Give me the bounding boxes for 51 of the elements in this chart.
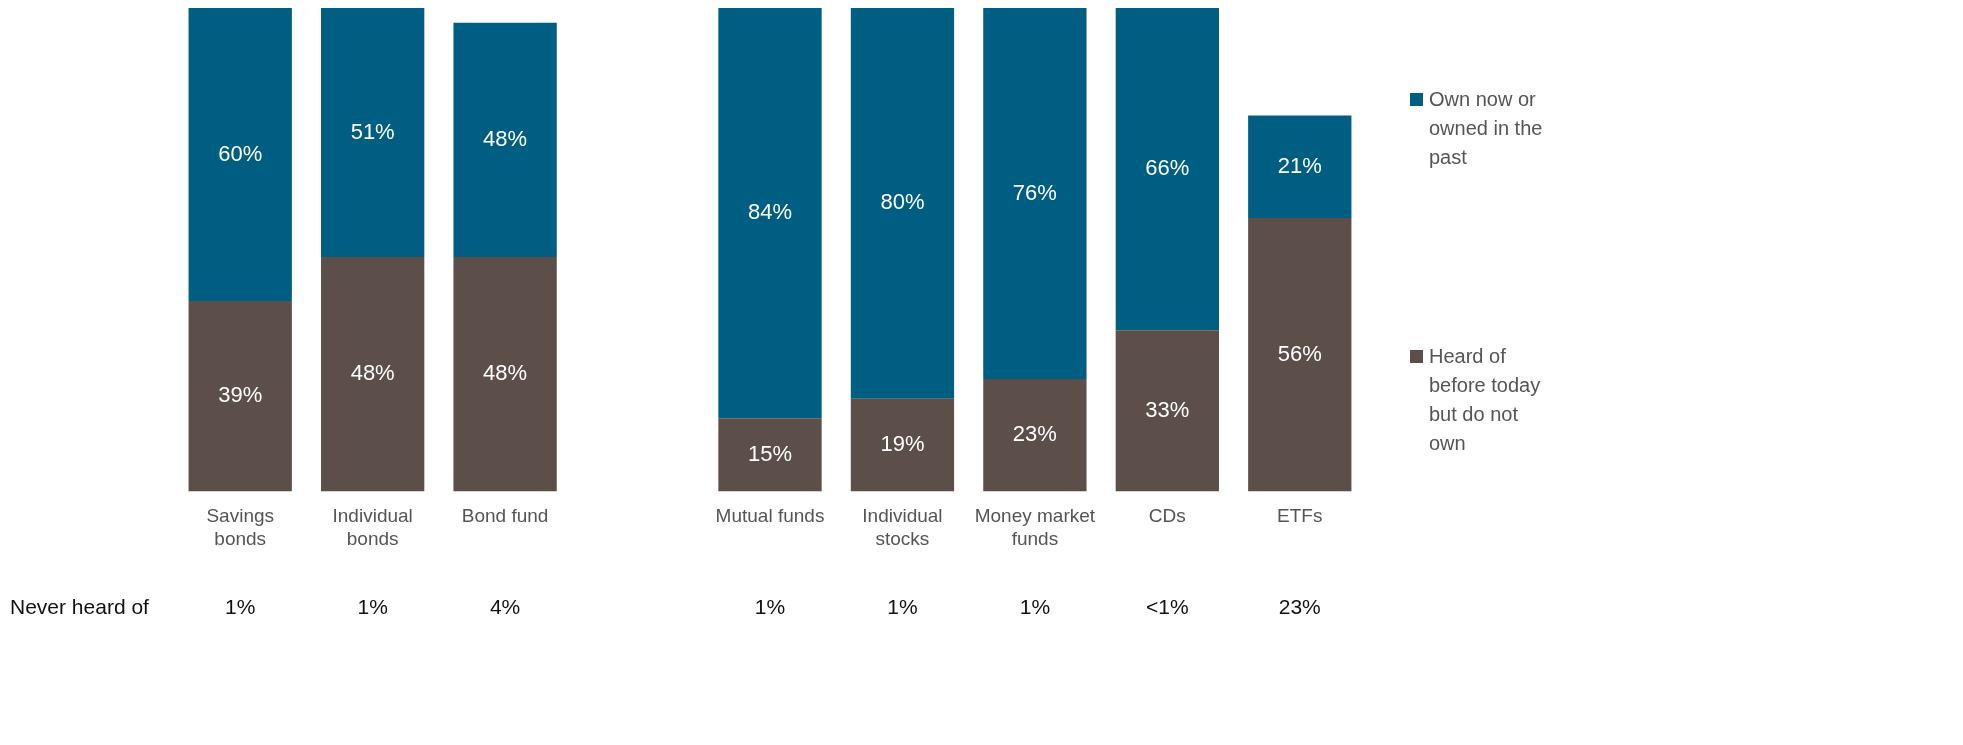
x-tick-label: Money market funds: [974, 505, 1096, 549]
bar: [1248, 115, 1352, 218]
bar: [1115, 330, 1219, 492]
text: 23%: [1278, 594, 1321, 618]
bar: [321, 257, 425, 492]
legend-label: Own now or owned in the past: [1429, 87, 1544, 170]
text: 1%: [754, 594, 786, 618]
bar: [453, 257, 557, 492]
x-tick-label: Bond fund: [461, 505, 549, 527]
x-tick-label: Mutual funds: [715, 505, 825, 527]
x-tick-label: Savings bonds: [206, 505, 275, 549]
text: Never heard of: [10, 594, 150, 618]
data-label: 33%: [1145, 396, 1190, 422]
data-label: 84%: [747, 199, 793, 225]
data-label: 48%: [350, 360, 395, 386]
data-label: 76%: [1012, 179, 1057, 205]
data-label: 80%: [880, 189, 925, 215]
x-tick-label: CDs: [1148, 505, 1186, 527]
data-label: 15%: [747, 440, 793, 466]
legend-label: Heard of before today but do not own: [1429, 344, 1542, 456]
bar: [188, 8, 292, 301]
bar: [188, 300, 292, 492]
data-label: 60%: [218, 140, 263, 166]
bar: [983, 8, 1087, 380]
bar: [321, 8, 425, 258]
data-label: 51%: [350, 118, 395, 144]
text: 1%: [1019, 594, 1051, 618]
text: 1%: [887, 594, 918, 618]
data-label: 56%: [1277, 340, 1322, 366]
x-tick-label: Individual bonds: [332, 505, 413, 549]
x-tick-label: Individual stocks: [862, 505, 943, 549]
x-tick-label: ETFs: [1277, 505, 1323, 527]
data-label: 66%: [1145, 155, 1190, 181]
text: 1%: [225, 594, 256, 618]
data-label: 48%: [483, 125, 528, 151]
text: 4%: [489, 594, 521, 618]
data-label: 23%: [1012, 421, 1057, 447]
text: <1%: [1146, 594, 1189, 618]
bar: [453, 22, 557, 258]
data-label: 48%: [483, 360, 528, 386]
bar: [1115, 8, 1219, 331]
data-label: 39%: [218, 382, 263, 408]
text: 1%: [357, 594, 388, 618]
bar: [718, 418, 822, 492]
bar: [850, 8, 955, 399]
bar: [850, 398, 955, 492]
data-label: 21%: [1277, 152, 1322, 178]
bar: [718, 8, 822, 419]
data-label: 19%: [880, 431, 925, 457]
bar: [983, 379, 1087, 492]
bar: [1248, 217, 1352, 492]
